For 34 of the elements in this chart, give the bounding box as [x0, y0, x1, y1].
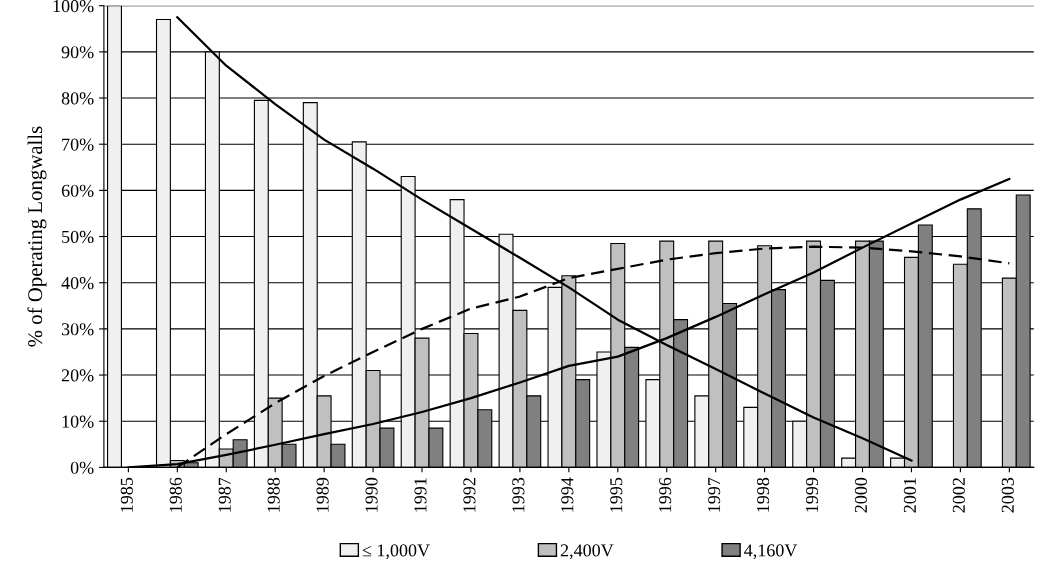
x-tick-label: 1999 [805, 477, 819, 512]
y-tick-label: 10% [62, 415, 94, 428]
x-tick-label: 1990 [365, 477, 378, 512]
x-tick-label: 1997 [708, 477, 721, 512]
x-tick-label: 2000 [854, 477, 868, 513]
y-tick-label: 60% [61, 184, 94, 197]
y-tick-label: 100% [53, 0, 94, 13]
legend-label: 4,160V [744, 544, 798, 560]
y-tick-label: 40% [61, 276, 94, 290]
legend-label: ≤ 1,000V [362, 544, 430, 560]
y-tick-label: 20% [61, 369, 94, 382]
x-tick-label: 1986 [169, 477, 182, 512]
y-tick-label: 90% [61, 46, 94, 59]
y-tick-label: 80% [61, 92, 94, 105]
x-tick-label: 2002 [952, 478, 965, 513]
x-tick-label: 1989 [316, 477, 329, 512]
x-tick-label: 1985 [120, 477, 133, 512]
y-tick-label: 70% [62, 138, 94, 151]
x-tick-label: 1995 [610, 477, 623, 512]
legend-label: 2,400V [560, 544, 614, 560]
x-tick-label: 1996 [659, 477, 672, 512]
x-tick-label: 1993 [512, 477, 525, 512]
x-tick-label: 2003 [1001, 477, 1014, 513]
x-tick-label: 1988 [267, 477, 280, 512]
y-tick-label: 0% [70, 461, 94, 474]
x-tick-label: 1992 [463, 478, 476, 512]
x-tick-label: 1987 [218, 477, 231, 512]
x-tick-label: 1994 [561, 477, 574, 512]
x-tick-label: 1991 [414, 478, 427, 512]
y-axis-title: % of Operating Longwalls [27, 126, 47, 347]
x-tick-label: 2001 [903, 478, 916, 513]
x-tick-label: 1998 [756, 477, 770, 512]
y-tick-label: 30% [61, 323, 94, 336]
y-tick-label: 50% [62, 230, 94, 244]
